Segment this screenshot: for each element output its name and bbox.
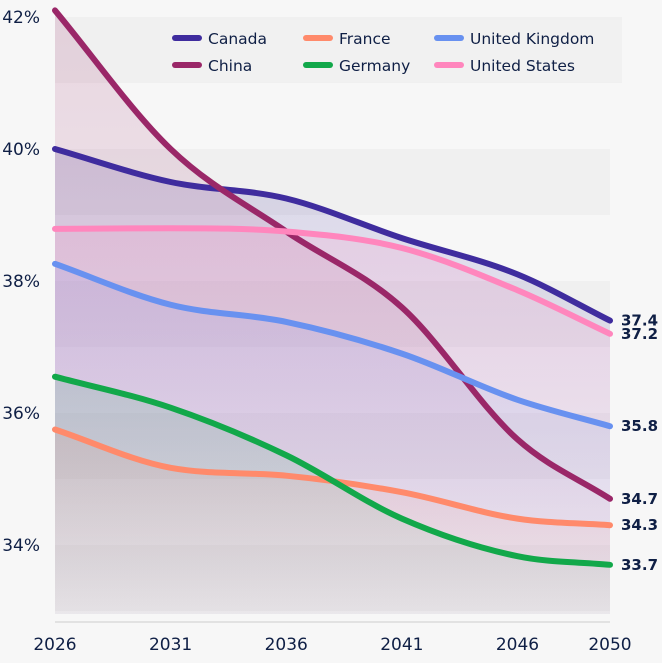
x-tick-label: 2041 (380, 635, 423, 655)
end-label-china: 34.7 (621, 490, 658, 508)
y-axis-ticks: 34% 36% 38% 40% 42% (2, 8, 40, 556)
x-tick-label: 2046 (496, 635, 539, 655)
legend-item-china[interactable]: China (172, 57, 252, 75)
legend-item-germany[interactable]: Germany (303, 57, 410, 75)
end-label-germany: 33.7 (621, 556, 658, 574)
series-areas (55, 10, 610, 614)
x-tick-label: 2050 (588, 635, 631, 655)
x-tick-label: 2036 (265, 635, 308, 655)
legend-label: United States (470, 57, 575, 75)
legend-label: United Kingdom (470, 30, 594, 48)
x-axis-ticks: 2026 2031 2036 2041 2046 2050 (33, 635, 631, 655)
legend: Canada France United Kingdom China Germany Un… (160, 20, 622, 82)
series-lines (52, 7, 613, 568)
line-germany (52, 373, 613, 568)
legend-label: Canada (208, 30, 267, 48)
legend-item-canada[interactable]: Canada (172, 30, 267, 48)
line-china (52, 7, 613, 502)
legend-item-united-kingdom[interactable]: United Kingdom (434, 30, 594, 48)
y-tick-label: 34% (2, 536, 40, 556)
legend-item-france[interactable]: France (303, 30, 391, 48)
y-tick-label: 42% (2, 8, 40, 28)
y-tick-label: 36% (2, 404, 40, 424)
legend-label: China (208, 57, 252, 75)
end-label-canada: 37.4 (621, 312, 658, 330)
line-united-states (52, 225, 613, 337)
y-tick-label: 40% (2, 140, 40, 160)
legend-label: France (339, 30, 391, 48)
y-tick-label: 38% (2, 272, 40, 292)
end-label-france: 34.3 (621, 516, 658, 534)
area-united-states (55, 228, 610, 614)
x-tick-label: 2031 (149, 635, 192, 655)
line-canada (52, 146, 613, 324)
end-label-united-kingdom: 35.8 (621, 417, 658, 435)
legend-box (160, 20, 622, 82)
line-united-kingdom (52, 260, 613, 430)
legend-item-united-states[interactable]: United States (434, 57, 575, 75)
end-label-united-states: 37.2 (621, 325, 658, 343)
x-tick-label: 2026 (33, 635, 76, 655)
end-labels: 37.4 34.7 34.3 33.7 35.8 37.2 (621, 312, 658, 574)
legend-label: Germany (339, 57, 410, 75)
